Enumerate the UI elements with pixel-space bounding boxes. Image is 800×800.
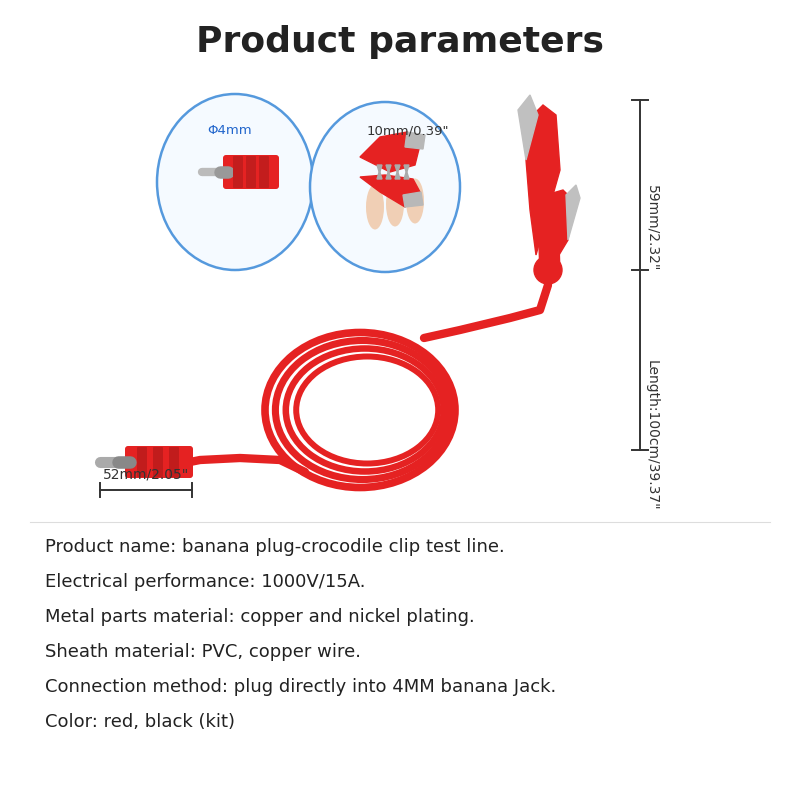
FancyBboxPatch shape [246, 156, 256, 188]
Text: Product name: banana plug-crocodile clip test line.: Product name: banana plug-crocodile clip… [45, 538, 505, 556]
Polygon shape [395, 165, 400, 173]
Text: Length:100cm/39.37": Length:100cm/39.37" [645, 360, 659, 510]
Polygon shape [543, 190, 573, 260]
FancyBboxPatch shape [259, 156, 269, 188]
Polygon shape [386, 171, 391, 179]
FancyBboxPatch shape [223, 155, 279, 189]
FancyBboxPatch shape [125, 446, 193, 478]
Text: Electrical performance: 1000V/15A.: Electrical performance: 1000V/15A. [45, 573, 366, 591]
Circle shape [534, 256, 562, 284]
Ellipse shape [310, 102, 460, 272]
Text: Product parameters: Product parameters [196, 25, 604, 59]
Polygon shape [395, 171, 400, 179]
Polygon shape [538, 210, 560, 275]
FancyBboxPatch shape [137, 447, 147, 477]
Text: Connection method: plug directly into 4MM banana Jack.: Connection method: plug directly into 4M… [45, 678, 556, 696]
Text: Color: red, black (kit): Color: red, black (kit) [45, 713, 235, 731]
Ellipse shape [366, 185, 384, 230]
Polygon shape [566, 185, 580, 240]
Polygon shape [360, 132, 420, 172]
Ellipse shape [406, 178, 424, 223]
Text: 59mm/2.32": 59mm/2.32" [645, 185, 659, 271]
Polygon shape [360, 175, 420, 207]
Polygon shape [386, 165, 391, 173]
Ellipse shape [386, 182, 404, 226]
Text: 52mm/2.05": 52mm/2.05" [103, 467, 189, 481]
FancyBboxPatch shape [153, 447, 163, 477]
Polygon shape [377, 171, 382, 179]
Text: Metal parts material: copper and nickel plating.: Metal parts material: copper and nickel … [45, 608, 474, 626]
Text: 10mm/0.39": 10mm/0.39" [367, 125, 450, 138]
Polygon shape [526, 105, 560, 255]
Text: Sheath material: PVC, copper wire.: Sheath material: PVC, copper wire. [45, 643, 361, 661]
Polygon shape [518, 95, 538, 160]
Ellipse shape [157, 94, 313, 270]
Polygon shape [403, 192, 423, 207]
FancyBboxPatch shape [233, 156, 243, 188]
Polygon shape [405, 132, 425, 149]
Polygon shape [404, 165, 409, 173]
Text: Φ4mm: Φ4mm [207, 124, 252, 137]
FancyBboxPatch shape [169, 447, 179, 477]
Polygon shape [377, 165, 382, 173]
Polygon shape [404, 171, 409, 179]
